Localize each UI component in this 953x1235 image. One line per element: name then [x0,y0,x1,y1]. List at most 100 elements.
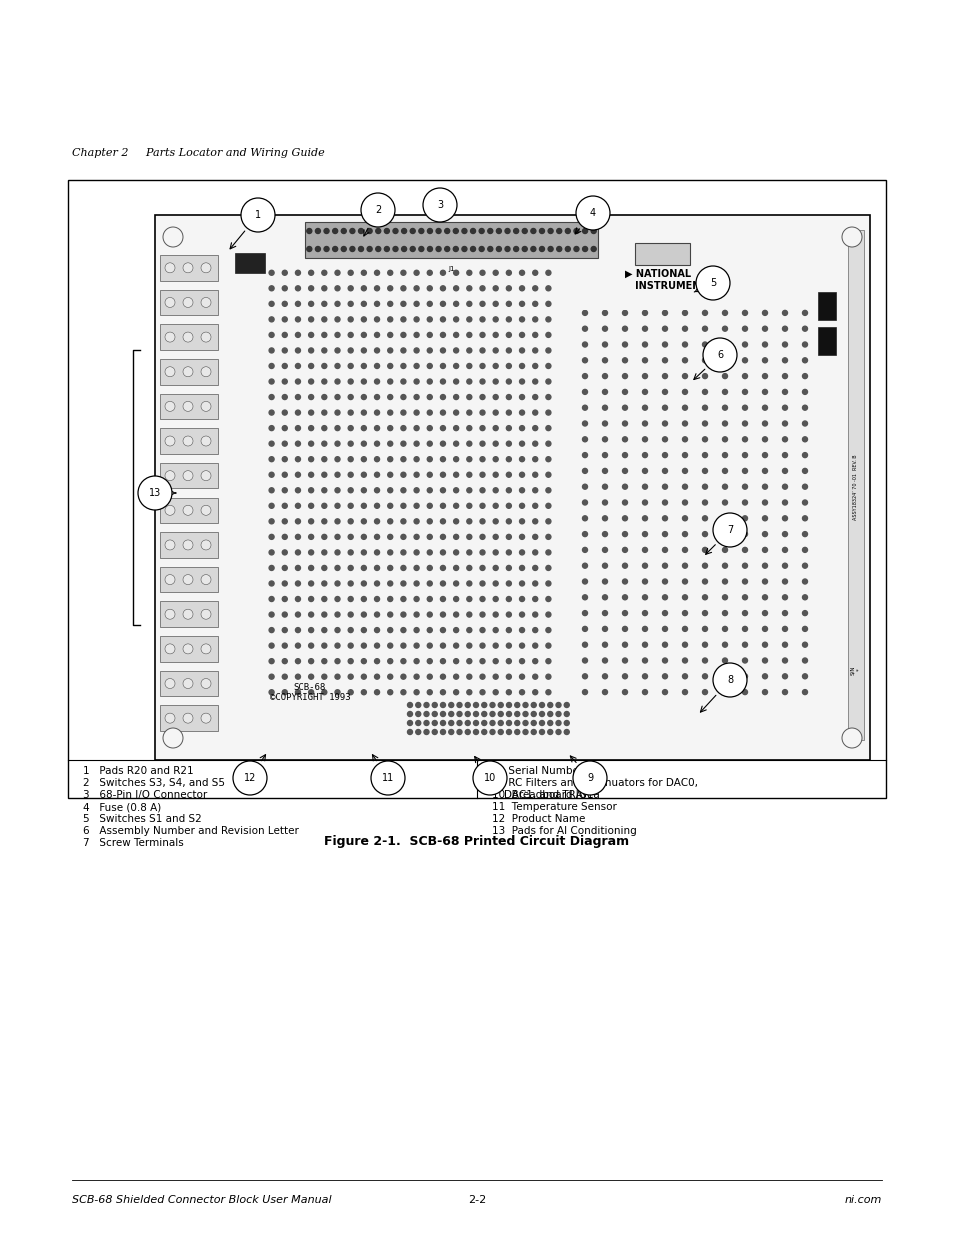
Circle shape [531,711,536,716]
Circle shape [661,626,667,631]
Bar [160,498,218,524]
Circle shape [801,452,806,458]
Circle shape [309,535,314,540]
Circle shape [761,468,767,473]
Circle shape [440,441,445,446]
Circle shape [479,472,484,477]
Circle shape [432,703,436,708]
Text: SCB-68
©COPYRIGHT 1993: SCB-68 ©COPYRIGHT 1993 [270,683,350,701]
Circle shape [295,441,300,446]
Circle shape [335,643,339,648]
Circle shape [465,711,470,716]
Circle shape [375,504,379,509]
Text: 4   Fuse (0.8 A): 4 Fuse (0.8 A) [83,802,161,811]
Circle shape [321,270,327,275]
Text: ASSY18324’ 70 -01  REV. B: ASSY18324’ 70 -01 REV. B [853,454,858,520]
Circle shape [801,626,806,631]
Circle shape [497,720,503,725]
Circle shape [282,394,287,400]
Circle shape [282,285,287,290]
Circle shape [545,348,550,353]
Circle shape [582,358,587,363]
Circle shape [427,270,432,275]
Circle shape [479,658,484,663]
Circle shape [324,247,329,252]
Circle shape [440,363,445,368]
Circle shape [532,379,537,384]
Circle shape [539,720,544,725]
Circle shape [387,535,393,540]
Circle shape [506,730,511,735]
Circle shape [602,421,607,426]
Circle shape [400,488,405,493]
Circle shape [348,519,353,524]
Circle shape [309,613,314,618]
Circle shape [414,379,418,384]
Text: ni.com: ni.com [843,1195,882,1205]
Circle shape [519,457,524,462]
Circle shape [414,332,418,337]
Circle shape [545,301,550,306]
Circle shape [335,285,339,290]
Circle shape [269,689,274,695]
Circle shape [348,270,353,275]
Circle shape [681,658,687,663]
Circle shape [506,363,511,368]
Circle shape [522,730,527,735]
Circle shape [454,348,458,353]
Circle shape [530,228,536,233]
Circle shape [414,285,418,290]
Circle shape [490,711,495,716]
Circle shape [539,711,544,716]
Circle shape [545,627,550,632]
Circle shape [414,519,418,524]
Circle shape [348,332,353,337]
Circle shape [602,642,607,647]
Circle shape [761,610,767,615]
Text: 5: 5 [709,278,716,288]
Circle shape [335,535,339,540]
Text: 7: 7 [726,525,732,535]
Circle shape [341,228,346,233]
Circle shape [497,703,503,708]
Circle shape [348,627,353,632]
Circle shape [582,642,587,647]
Circle shape [506,332,511,337]
Circle shape [574,247,578,252]
Circle shape [440,730,445,735]
Circle shape [701,516,707,521]
Circle shape [513,247,518,252]
Circle shape [400,348,405,353]
Circle shape [661,437,667,442]
Circle shape [701,374,707,379]
Circle shape [519,550,524,555]
Circle shape [641,310,647,315]
Circle shape [384,228,389,233]
Circle shape [741,374,747,379]
Circle shape [661,563,667,568]
Circle shape [519,394,524,400]
Circle shape [410,228,415,233]
Circle shape [681,374,687,379]
Circle shape [661,310,667,315]
Circle shape [375,613,379,618]
Text: 5   Switches S1 and S2: 5 Switches S1 and S2 [83,814,201,824]
Circle shape [781,563,786,568]
Circle shape [387,674,393,679]
Circle shape [414,643,418,648]
Circle shape [545,379,550,384]
Circle shape [701,452,707,458]
Circle shape [506,627,511,632]
Circle shape [761,579,767,584]
Circle shape [741,595,747,600]
Circle shape [466,394,472,400]
Circle shape [493,504,497,509]
Circle shape [701,531,707,536]
Circle shape [367,247,372,252]
Circle shape [701,547,707,552]
Circle shape [681,516,687,521]
Circle shape [361,457,366,462]
Circle shape [387,270,393,275]
Circle shape [532,597,537,601]
Circle shape [423,730,429,735]
